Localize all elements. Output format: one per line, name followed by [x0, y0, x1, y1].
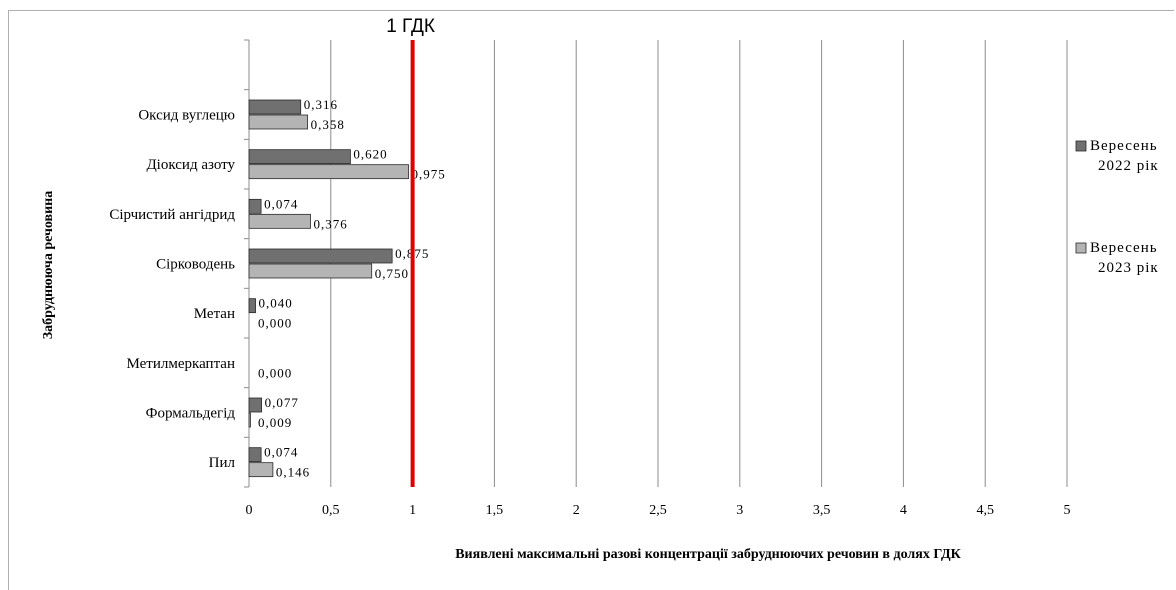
legend-label: Вересень [1090, 240, 1158, 256]
data-label: 0,750 [375, 266, 409, 281]
x-tick-label: 3,5 [813, 503, 831, 518]
data-label: 0,000 [258, 316, 292, 331]
data-label: 0,358 [311, 117, 345, 132]
data-label: 0,074 [264, 196, 298, 211]
category-label: Метан [194, 306, 235, 322]
category-label: Пил [209, 455, 236, 471]
data-label: 0,009 [258, 415, 292, 430]
bar [248, 198, 262, 214]
bar [248, 114, 308, 130]
x-tick-label: 2,5 [649, 503, 667, 518]
data-label: 0,000 [258, 365, 292, 380]
category-label: Сірководень [156, 257, 235, 273]
x-tick-label: 2 [573, 503, 580, 518]
bar [248, 298, 256, 314]
x-axis-title: Виявлені максимальні разові концентрації… [455, 547, 961, 562]
bar [248, 412, 251, 428]
x-tick-label: 3 [736, 503, 743, 518]
bar [248, 248, 393, 264]
y-axis-title: Забруднююча речовина [41, 191, 56, 339]
legend-label: 2023 рік [1098, 260, 1159, 276]
category-label: Оксид вуглецю [138, 108, 235, 124]
data-label: 0,146 [276, 465, 310, 480]
x-tick-label: 5 [1064, 503, 1071, 518]
legend-label: Вересень [1090, 138, 1158, 154]
bar [248, 447, 262, 463]
data-label: 0,040 [259, 296, 293, 311]
category-label: Діоксид азоту [146, 157, 235, 173]
bar [248, 149, 351, 165]
data-label: 0,975 [412, 167, 446, 182]
bar [248, 397, 262, 413]
x-tick-label: 1 [409, 503, 416, 518]
bar [248, 213, 311, 229]
legend-swatch [1075, 140, 1087, 152]
category-label: Формальдегід [146, 406, 236, 422]
category-label: Сірчистий ангідрид [109, 207, 235, 223]
x-tick-label: 4 [900, 503, 907, 518]
bar [248, 99, 302, 115]
category-label: Метилмеркаптан [127, 356, 236, 372]
bar [248, 462, 274, 478]
legend-swatch [1075, 242, 1087, 254]
data-label: 0,620 [353, 147, 387, 162]
bar [248, 263, 373, 279]
bar [248, 164, 409, 180]
data-label: 0,376 [314, 216, 348, 231]
data-label: 0,316 [304, 97, 338, 112]
x-tick-label: 1,5 [486, 503, 504, 518]
data-label: 0,077 [265, 395, 299, 410]
chart-frame [8, 10, 1174, 590]
data-label: 0,074 [264, 445, 298, 460]
x-tick-label: 0,5 [322, 503, 340, 518]
reference-line-label: 1 ГДК [386, 16, 435, 37]
legend-label: 2022 рік [1098, 158, 1159, 174]
x-tick-label: 0 [246, 503, 253, 518]
x-tick-label: 4,5 [976, 503, 994, 518]
